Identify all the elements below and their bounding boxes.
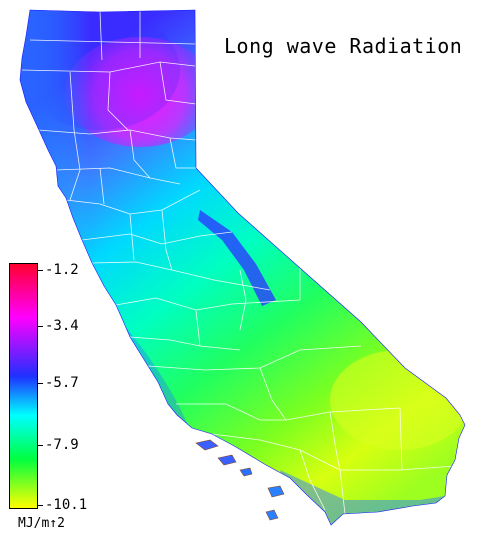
legend-label-3: -5.7 [45,375,79,391]
legend-unit: MJ/m↑2 [18,516,65,531]
color-scale-bar [9,263,38,509]
legend-tick-5 [38,505,43,506]
legend-label-5: -10.1 [45,497,88,513]
channel-islands [195,439,285,521]
map-title: Long wave Radiation [224,34,463,58]
county-boundaries [21,10,456,515]
legend-tick-1 [38,270,43,271]
legend-label-4: -7.9 [45,437,79,453]
legend-label-2: -3.4 [45,318,79,334]
legend-tick-2 [38,326,43,327]
high-radiation-zone-north [65,37,215,147]
legend-label-1: -1.2 [45,262,79,278]
legend-tick-4 [38,445,43,446]
desert-zone-southeast [330,350,465,450]
legend-tick-3 [38,383,43,384]
